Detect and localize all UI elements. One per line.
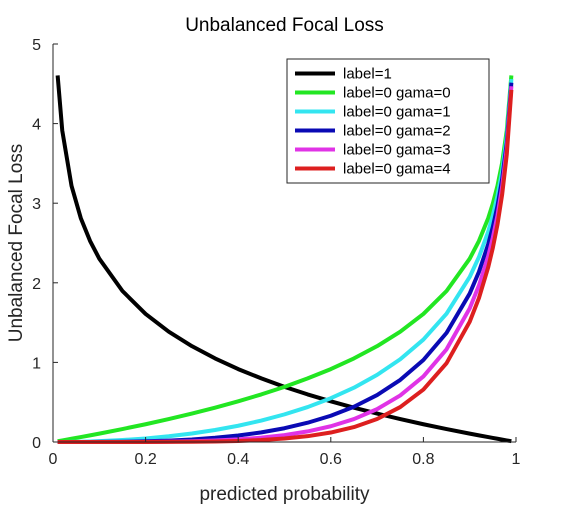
- legend-entry-label: label=0 gama=3: [343, 142, 451, 159]
- x-tick-label: 0.6: [320, 451, 342, 468]
- x-tick-label: 0.2: [134, 451, 156, 468]
- axes-layer: [52, 44, 516, 443]
- x-tick-label: 0.8: [412, 451, 434, 468]
- y-tick-label: 2: [32, 276, 41, 293]
- y-tick-label: 1: [32, 355, 41, 372]
- legend-entry-label: label=0 gama=1: [343, 104, 451, 121]
- x-tick-label: 0.4: [227, 451, 249, 468]
- chart-title: Unbalanced Focal Loss: [185, 15, 384, 36]
- x-axis-title: predicted probability: [199, 484, 370, 505]
- ticks-layer: 0 0.2 0.4 0.6 0.8 1 0 1 2 3 4 5: [32, 37, 520, 468]
- legend-entry-label: label=0 gama=4: [343, 161, 451, 178]
- legend-entry-label: label=1: [343, 66, 392, 83]
- series-line-0: [55, 75, 512, 444]
- legend: label=1 label=0 gama=0 label=0 gama=1 label…: [286, 58, 490, 184]
- series-line-1: [57, 75, 514, 444]
- legend-entry-label: label=0 gama=0: [343, 85, 451, 102]
- y-tick-label: 5: [32, 37, 41, 54]
- y-axis-title: Unbalanced Focal Loss: [6, 144, 27, 343]
- y-tick-label: 4: [32, 117, 41, 134]
- y-tick-label: 0: [32, 435, 41, 452]
- legend-box: [286, 58, 490, 184]
- x-tick-label: 0: [49, 451, 58, 468]
- legend-entry-label: label=0 gama=2: [343, 123, 451, 140]
- x-tick-label: 1: [512, 451, 521, 468]
- y-tick-label: 3: [32, 196, 41, 213]
